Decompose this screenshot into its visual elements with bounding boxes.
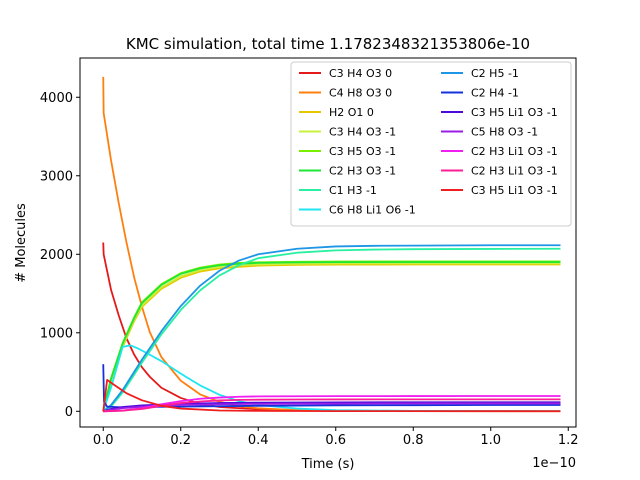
legend-entry-label: C3 H4 O3 -1 <box>329 126 396 139</box>
legend-entry-label: C2 H5 -1 <box>471 67 519 80</box>
legend-entry-label: C3 H4 O3 0 <box>329 67 392 80</box>
x-tick-label: 0.8 <box>403 433 424 448</box>
series-line-8 <box>102 244 561 412</box>
y-tick-label: 1000 <box>40 326 73 341</box>
legend-entry-label: C1 H3 -1 <box>329 184 377 197</box>
series-line-11 <box>103 402 561 413</box>
legend-entry-label: C3 H5 O3 -1 <box>329 145 396 158</box>
x-axis-offset-label: 1e−10 <box>532 456 576 471</box>
series-line-5 <box>102 261 561 412</box>
legend-entry-label: C2 H3 O3 -1 <box>329 165 396 178</box>
series-line-10 <box>102 401 561 413</box>
plot-frame <box>79 57 577 428</box>
series-line-14 <box>102 378 561 413</box>
x-tick-label: 0.4 <box>248 433 269 448</box>
x-tick-label: 1.2 <box>558 433 579 448</box>
chart-title: KMC simulation, total time 1.17823483213… <box>126 35 530 53</box>
x-tick-label: 0.6 <box>325 433 346 448</box>
plot-lines <box>102 76 561 413</box>
series-line-6 <box>102 247 561 413</box>
series-line-9 <box>102 364 561 409</box>
legend-entry-label: C3 H5 Li1 O3 -1 <box>471 106 558 119</box>
legend-entry-label: C2 H4 -1 <box>471 87 519 100</box>
legend-entry-label: C4 H8 O3 0 <box>329 87 392 100</box>
legend: C3 H4 O3 0 C4 H8 O3 0 H2 O1 0 C3 H4 O3 -1 C3… <box>290 61 572 227</box>
y-tick-label: 3000 <box>40 169 73 184</box>
legend-entry-label: C2 H3 Li1 O3 -1 <box>471 145 558 158</box>
y-axis-ticks: 0 1000 2000 3000 4000 <box>40 91 80 420</box>
y-tick-label: 4000 <box>40 91 73 106</box>
legend-entry-label: C2 H3 Li1 O3 -1 <box>471 165 558 178</box>
x-axis-ticks: 0.0 0.2 0.4 0.6 0.8 1.0 1.2 <box>93 427 579 448</box>
legend-entry-label: C3 H5 Li1 O3 -1 <box>471 184 558 197</box>
y-tick-label: 0 <box>65 405 73 420</box>
x-tick-label: 0.0 <box>93 433 114 448</box>
series-line-3 <box>102 262 561 412</box>
series-line-13 <box>103 398 561 413</box>
legend-entry-label: C5 H8 O3 -1 <box>471 126 538 139</box>
series-line-0 <box>102 242 561 413</box>
x-axis-label: Time (s) <box>301 457 355 472</box>
y-tick-label: 2000 <box>40 248 73 263</box>
x-tick-label: 0.2 <box>170 433 191 448</box>
legend-box <box>290 61 572 227</box>
legend-entry-label: C6 H8 Li1 O6 -1 <box>329 204 416 217</box>
x-tick-label: 1.0 <box>480 433 501 448</box>
legend-entry-label: H2 O1 0 <box>329 106 374 119</box>
y-axis-label: # Molecules <box>14 203 29 283</box>
series-line-7 <box>102 344 561 413</box>
series-line-2 <box>102 263 561 412</box>
